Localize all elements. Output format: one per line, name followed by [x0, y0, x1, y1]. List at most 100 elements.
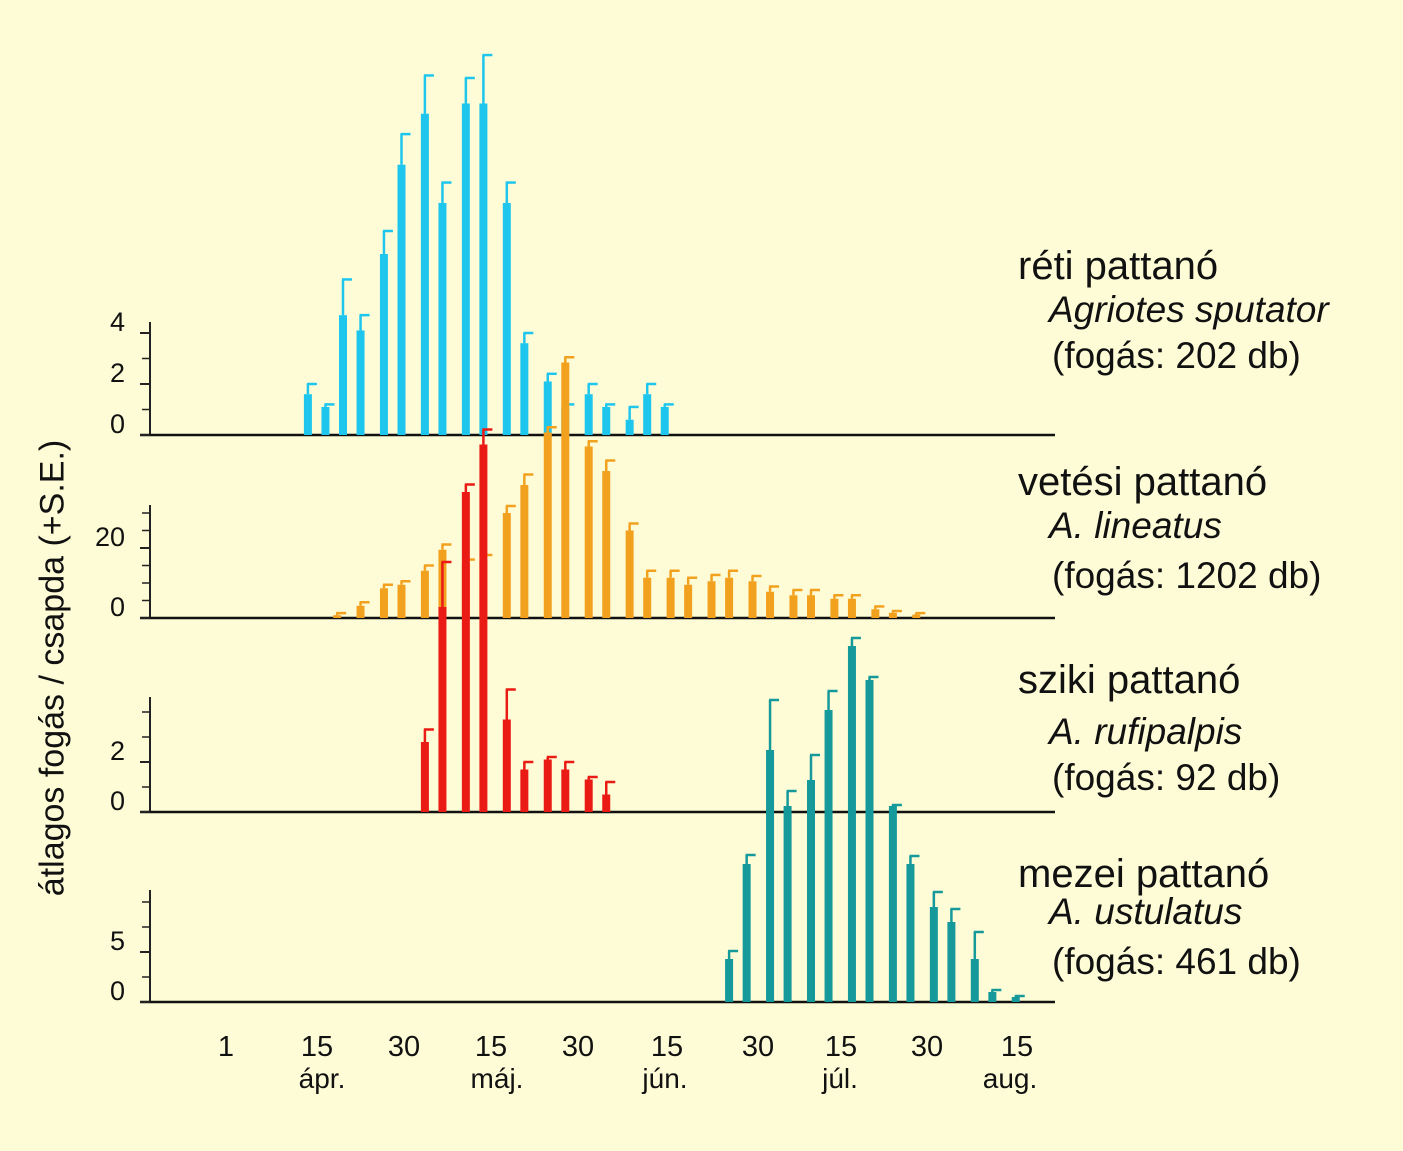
x-tick-label-4: 30 — [562, 1031, 594, 1063]
month-label-0: ápr. — [299, 1063, 346, 1094]
panel-3-bar — [584, 779, 593, 812]
panel-1-bar — [643, 394, 652, 435]
panel-2-bar — [625, 530, 634, 618]
month-label-2: jún. — [641, 1063, 687, 1094]
panel-4-bar — [725, 959, 734, 1002]
panel-1-latin-name: Agriotes sputator — [1049, 289, 1329, 330]
y-axis-label: átlagos fogás / csapda (+S.E.) — [33, 439, 72, 897]
panel-1-common-name: réti pattanó — [1018, 244, 1219, 288]
panel-2-bar — [666, 577, 675, 618]
month-label-1: máj. — [471, 1063, 524, 1094]
panel-2-bar — [707, 581, 716, 618]
panel-1-bar — [321, 406, 330, 435]
panel-2-y-tick-label-1: 20 — [95, 522, 125, 552]
panel-4-bar — [742, 864, 751, 1002]
panel-3-legend: sziki pattanó A. rufipalpis (fogás: 92 d… — [1018, 658, 1280, 799]
panel-2-bar — [684, 584, 693, 618]
panel-3-y-tick-label-0: 0 — [110, 786, 125, 816]
panel-4-bar — [766, 750, 775, 1002]
panel-2-bar — [807, 595, 815, 618]
panel-2-bar — [847, 598, 856, 618]
panel-2-bar — [561, 362, 570, 618]
panel-1-bar — [438, 202, 447, 435]
panel-2-bar — [725, 577, 734, 618]
panel-3-bar — [461, 492, 470, 812]
panel-2-bar — [789, 595, 798, 618]
panel-2-bar — [888, 612, 897, 618]
panel-2-bar — [420, 570, 429, 618]
panel-2-legend: vetési pattanó A. lineatus (fogás: 1202 … — [1018, 460, 1321, 597]
panel-1-bar — [543, 381, 552, 435]
panel-3-y-tick-label-1: 2 — [110, 736, 125, 766]
x-tick-label-5: 15 — [651, 1031, 683, 1063]
month-label-3: júl. — [821, 1063, 858, 1094]
panel-4-bar — [888, 806, 897, 1002]
panel-2-bar — [333, 615, 342, 618]
panel-1-bar — [303, 394, 312, 435]
panel-1-bar — [584, 394, 593, 435]
panel-1-bar — [625, 419, 634, 435]
panel-2-catch: (fogás: 1202 db) — [1052, 555, 1322, 596]
panel-3-common-name: sziki pattanó — [1018, 658, 1241, 702]
panel-3-bar — [602, 794, 611, 812]
panel-4-bar — [824, 710, 833, 1002]
panel-1-bar — [461, 103, 470, 435]
panel-4-y-tick-label-1: 5 — [110, 926, 125, 956]
panel-4-bar — [1011, 997, 1020, 1002]
panel-1-catch: (fogás: 202 db) — [1052, 335, 1301, 376]
panel-3-bar — [502, 719, 511, 812]
panel-4-bar — [929, 907, 938, 1002]
panel-1-bar — [420, 113, 429, 435]
panel-2-bar — [871, 609, 880, 618]
panel-2-bar — [912, 614, 921, 618]
panel-2-common-name: vetési pattanó — [1018, 460, 1268, 504]
panel-3-bar — [420, 742, 429, 812]
month-label-4: aug. — [983, 1063, 1038, 1094]
panel-1-bar — [479, 103, 488, 435]
panel-4-bar — [807, 780, 815, 1002]
panel-4-y-tick-label-0: 0 — [110, 976, 125, 1006]
panel-4-bar — [970, 959, 979, 1002]
panel-1-y-tick-label-2: 4 — [110, 307, 125, 337]
panel-4-bar — [783, 806, 792, 1002]
panel-3-bar — [520, 769, 529, 812]
x-tick-label-8: 30 — [911, 1031, 943, 1063]
panel-2-bar — [543, 432, 552, 618]
panel-2-latin-name: A. lineatus — [1049, 505, 1222, 546]
panel-2-bar — [766, 591, 775, 618]
x-tick-label-3: 15 — [475, 1031, 507, 1063]
panel-3-bar — [561, 769, 570, 812]
x-tick-label-9: 15 — [1001, 1031, 1033, 1063]
panel-2-bar — [748, 581, 757, 618]
panel-4-legend: mezei pattanó A. ustulatus (fogás: 461 d… — [1018, 852, 1301, 983]
panel-4-bar — [947, 922, 956, 1002]
panel-1-bar — [660, 406, 669, 435]
panel-2-bar — [397, 584, 406, 618]
panel-2-y-tick-label-0: 0 — [110, 592, 125, 622]
panel-1-bar — [520, 343, 529, 435]
panel-4-bar — [988, 992, 997, 1002]
panel-4-bar — [847, 646, 856, 1002]
panel-4-catch: (fogás: 461 db) — [1052, 941, 1301, 982]
panel-2-bar — [584, 446, 593, 618]
panel-2-bar — [520, 485, 529, 618]
panel-3-catch: (fogás: 92 db) — [1052, 757, 1281, 798]
panel-2-bar — [502, 513, 511, 618]
panel-2-bar — [643, 577, 652, 618]
panel-4-latin-name: A. ustulatus — [1049, 891, 1243, 932]
panel-3-bar — [438, 607, 447, 812]
panel-3-bar — [479, 444, 488, 812]
panel-1-bar — [602, 406, 611, 435]
panel-2-bar — [356, 605, 365, 618]
x-tick-label-2: 30 — [388, 1031, 420, 1063]
panel-3-latin-name: A. rufipalpis — [1049, 711, 1243, 752]
panel-3-bar — [543, 759, 552, 812]
panel-1-y-tick-label-1: 2 — [110, 358, 125, 388]
x-tick-label-7: 15 — [825, 1031, 857, 1063]
panel-4-bar — [865, 680, 874, 1002]
panel-1-bar — [397, 164, 406, 435]
panel-1-bar — [379, 253, 388, 435]
panel-4-common-name: mezei pattanó — [1018, 852, 1270, 896]
panel-1-y-tick-label-0: 0 — [110, 409, 125, 439]
